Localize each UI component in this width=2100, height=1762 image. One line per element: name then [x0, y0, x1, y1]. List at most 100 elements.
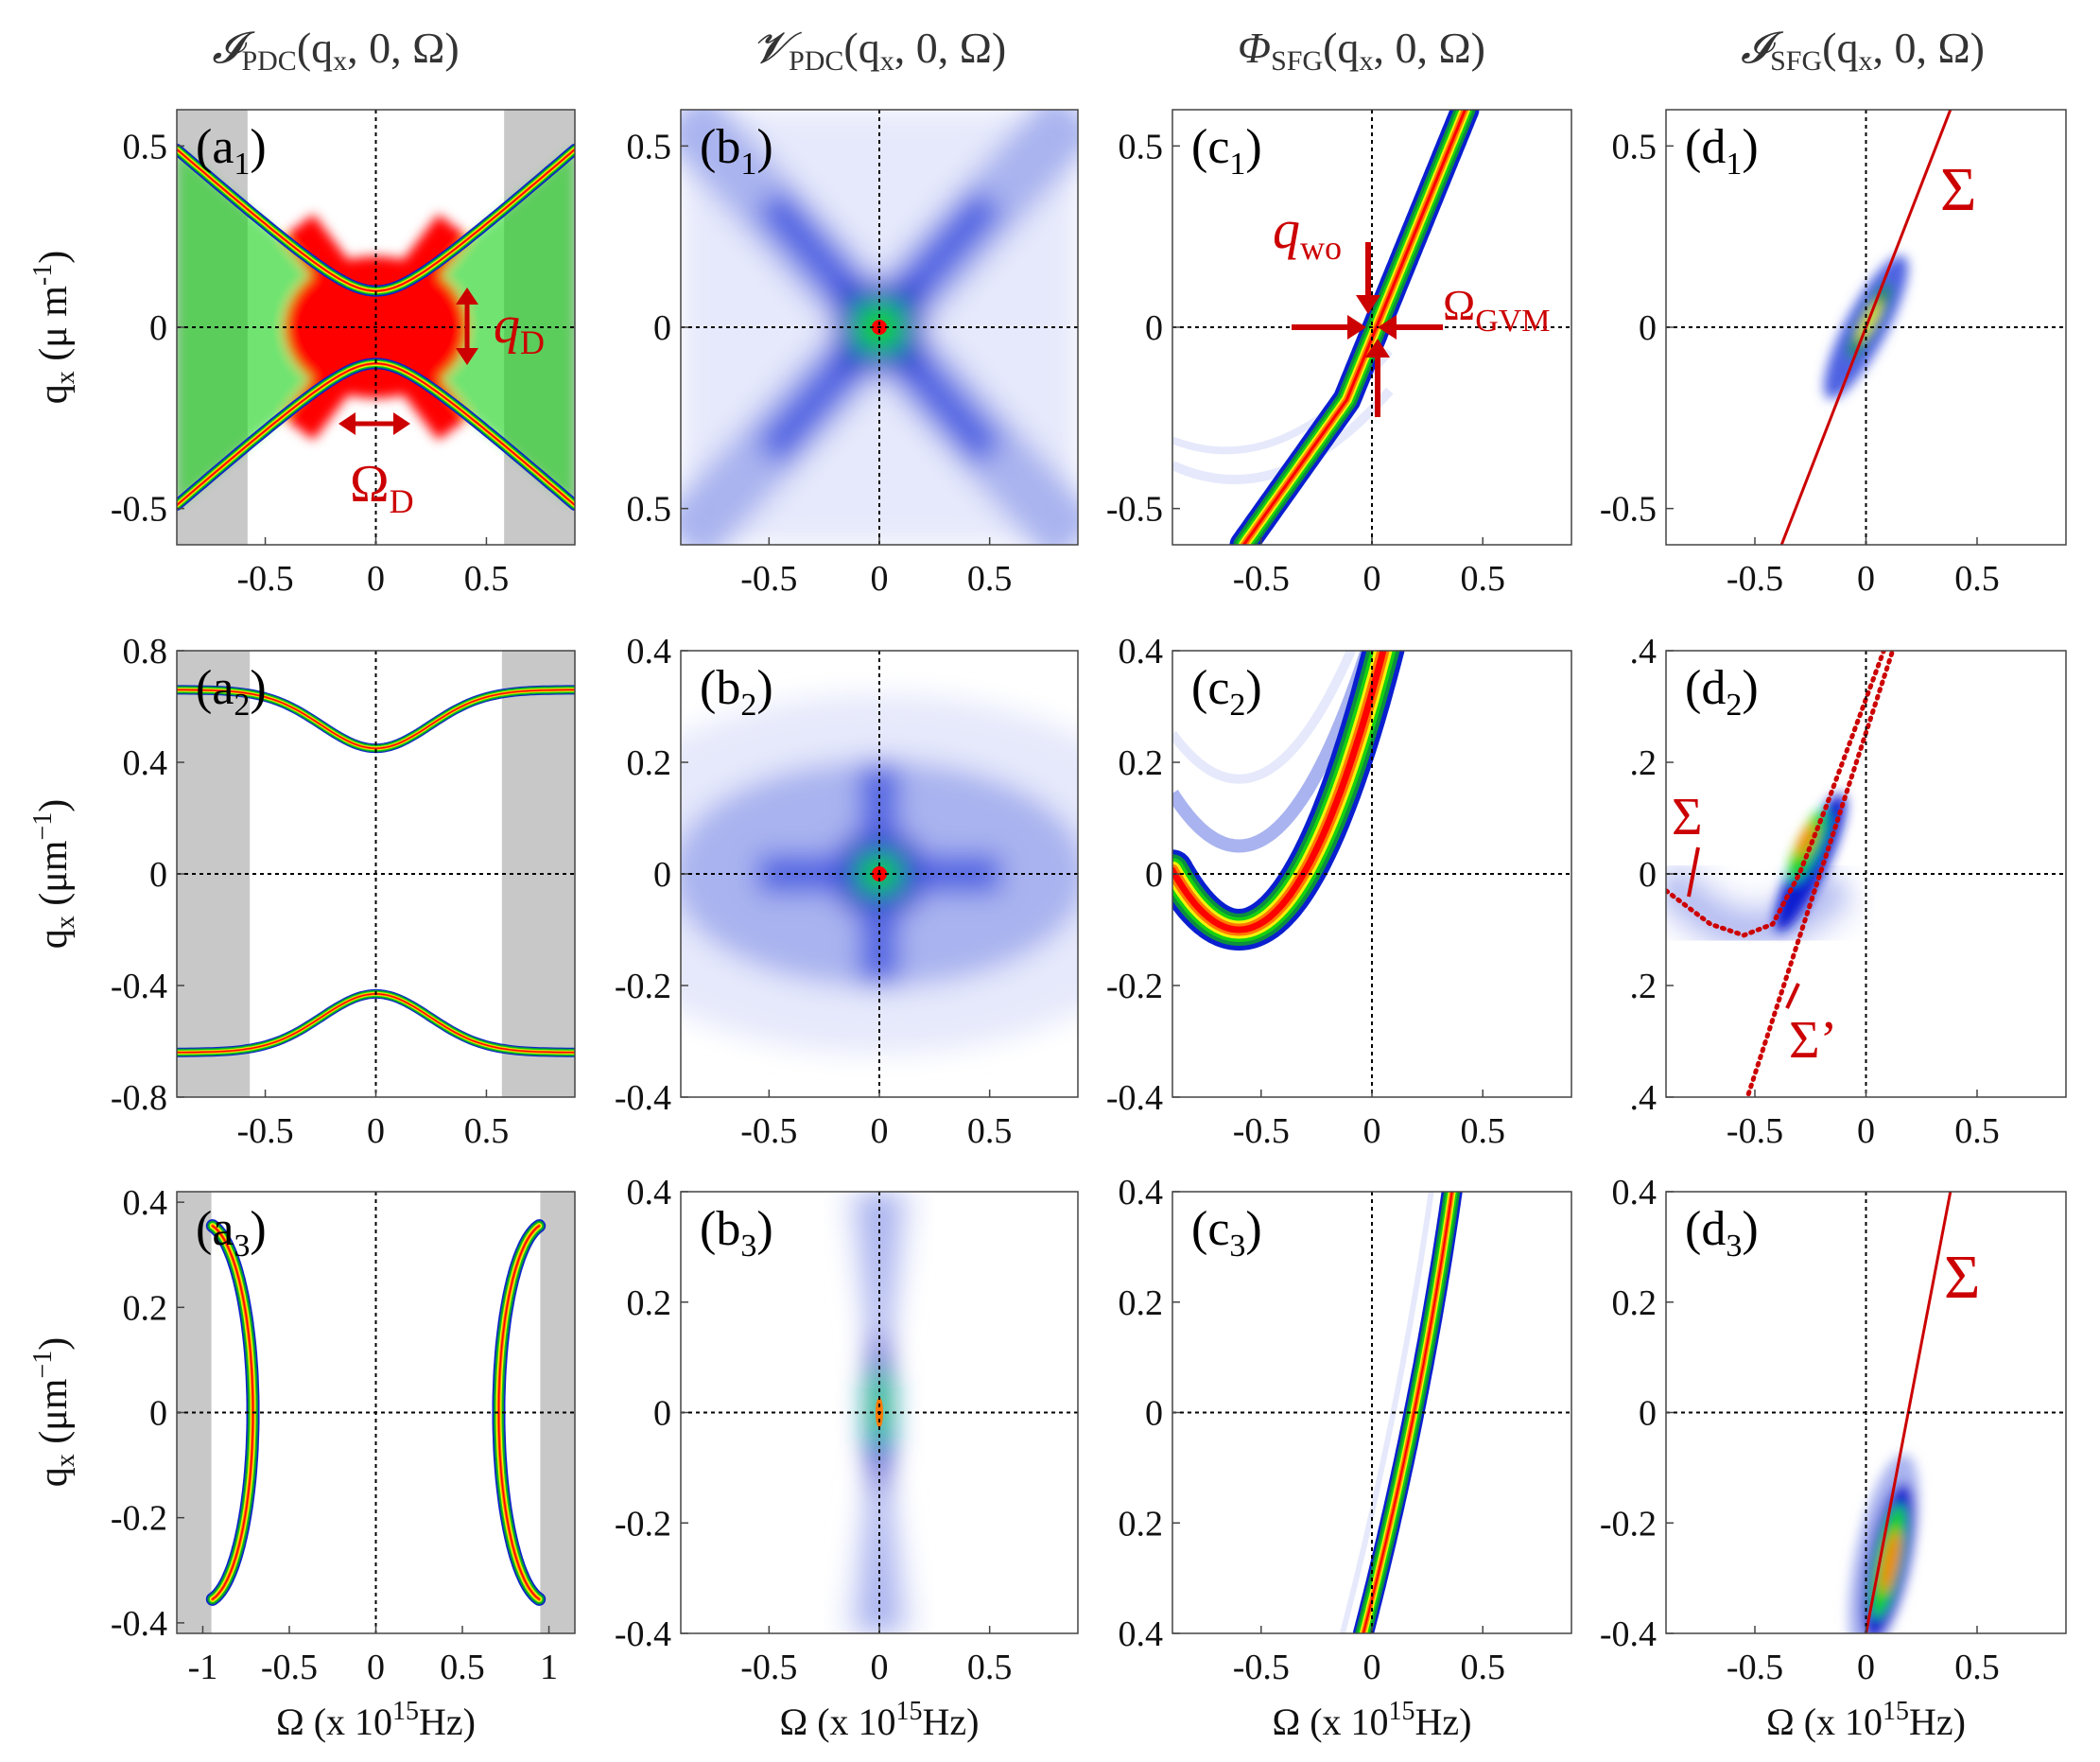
- panel-c3: -0.5 0 0.5 0.4 0.2 0 0.2 0.4 (c3) Ω (x 1015Hz): [1119, 1173, 1572, 1743]
- y-tick-label: 0: [653, 855, 671, 895]
- x-tick-label: 0.5: [1954, 559, 2000, 599]
- y-tick-label: -0.4: [615, 1614, 671, 1654]
- panel-label-d1: (d1): [1685, 120, 1759, 182]
- annotation-c1-0: qwo: [1273, 199, 1342, 267]
- y-tick-label: 0.4: [123, 1183, 168, 1223]
- row-ylabel-3: qx (μm−1): [28, 1337, 80, 1487]
- x-tick-label: 0.5: [440, 1648, 485, 1687]
- x-tick-label: 0.5: [967, 1111, 1013, 1151]
- x-tick-label: 0: [1857, 559, 1875, 599]
- phase-band-layer-5: [1362, 1192, 1453, 1633]
- y-tick-label: 0: [1639, 855, 1657, 895]
- y-tick-label: .4: [1630, 632, 1657, 672]
- panel-label-d2: (d2): [1685, 661, 1759, 723]
- y-tick-label: -0.2: [615, 967, 671, 1006]
- svg-text:𝓥PDC(qx, 0, Ω): 𝓥PDC(qx, 0, Ω): [753, 24, 1007, 77]
- y-tick-label: -0.8: [111, 1078, 167, 1118]
- y-tick-label: 0: [1145, 1394, 1163, 1434]
- annotation-d1-0: Σ: [1940, 155, 1976, 224]
- column-title-3: ΦSFG(qx, 0, Ω): [1238, 24, 1485, 77]
- panel-label-c2: (c2): [1191, 661, 1262, 723]
- x-tick-label: 0.5: [1460, 1648, 1505, 1687]
- x-tick-label: 0: [1857, 1648, 1875, 1687]
- column-title-4: 𝓘SFG(qx, 0, Ω): [1741, 24, 1985, 77]
- x-tick-label: 0.5: [1460, 559, 1505, 599]
- panel-b3: -0.5 0 0.5 0.4 0.2 0 -0.2 -0.4 (b3) Ω (x 1015Hz): [615, 1173, 1079, 1743]
- gvm-arrows: [1292, 242, 1443, 417]
- gvm-arrowheads: [1347, 295, 1397, 358]
- sigma-pointer: [1687, 846, 1700, 898]
- svg-text:qx (μ m-1): qx (μ m-1): [28, 251, 80, 405]
- annotation-a1-1: ΩD: [350, 455, 414, 520]
- y-tick-label: -0.4: [1106, 1078, 1163, 1118]
- qD-arrowheads: [456, 288, 478, 365]
- y-tick-label: -0.2: [615, 1504, 671, 1544]
- panel-a1: -0.5 0 0.5 0.5 0 -0.5 (a1) qD ΩD: [111, 109, 576, 599]
- y-tick-label: 0.2: [1119, 743, 1164, 783]
- x-tick-label: 0: [871, 559, 889, 599]
- x-tick-label: 0: [1363, 559, 1381, 599]
- band-upper-layer-5: [177, 689, 575, 749]
- x-tick-label: 0.5: [1460, 1111, 1505, 1151]
- y-tick-label: 0.2: [1119, 1504, 1164, 1544]
- row-ylabel-2: qx (μm−1): [28, 799, 80, 949]
- side-lobe: [1172, 651, 1357, 784]
- panel-b2: -0.5 0 0.5 0.4 0.2 0 -0.2 -0.4 (b2): [615, 632, 1079, 1151]
- svg-text:𝓘SFG(qx, 0, Ω): 𝓘SFG(qx, 0, Ω): [1741, 24, 1985, 77]
- annotation-c1-1: ΩGVM: [1443, 281, 1551, 339]
- svg-text:ΦSFG(qx, 0, Ω): ΦSFG(qx, 0, Ω): [1238, 24, 1485, 77]
- x-tick-label: 0: [871, 1111, 889, 1151]
- y-tick-label: 0.4: [1119, 1173, 1164, 1212]
- x-tick-label: -0.5: [740, 1648, 797, 1687]
- y-tick-label: 0.5: [1612, 127, 1657, 166]
- plot-area-a2: [177, 651, 575, 1097]
- x-tick-label: 0: [367, 1648, 385, 1687]
- y-tick-label: -0.4: [615, 1078, 671, 1118]
- panel-label-c3: (c3): [1191, 1202, 1262, 1264]
- x-tick-label: 0.5: [464, 559, 510, 599]
- panel-d2: -0.5 0 0.5 .4 .2 0 .2 .4 (d2) Σ Σ’: [1630, 632, 2067, 1151]
- y-tick-label: 0.4: [627, 1173, 672, 1212]
- x-tick-label: 0: [871, 1648, 889, 1687]
- sigma-line-0: [1744, 651, 1896, 1097]
- y-tick-label: 0.4: [1612, 1173, 1657, 1212]
- y-tick-label: .4: [1630, 1078, 1657, 1118]
- y-tick-label: 0.4: [627, 632, 672, 672]
- y-tick-label: 0.2: [1612, 1283, 1657, 1323]
- y-tick-label: 0.5: [123, 127, 168, 166]
- plot-area-d2: [1666, 651, 2066, 1097]
- y-tick-label: 0.2: [627, 743, 672, 783]
- panel-label-b3: (b3): [700, 1202, 773, 1264]
- y-tick-label: 0: [149, 1394, 167, 1434]
- x-tick-label: -0.5: [1233, 559, 1290, 599]
- x-axis-title-a3: Ω (x 1015Hz): [276, 1697, 476, 1743]
- y-tick-label: 0.5: [627, 490, 672, 530]
- x-tick-label: 0.5: [967, 1648, 1013, 1687]
- y-tick-label: 0: [653, 1394, 671, 1434]
- y-tick-label: .2: [1630, 743, 1657, 783]
- panel-a3: -1 -0.5 0 0.5 1 0.4 0.2 0 -0.2 -0.4 (a3) Ω (x 1015H…: [111, 1183, 576, 1743]
- row-ylabel-1: qx (μ m-1): [28, 251, 80, 405]
- x-tick-label: -0.5: [236, 1111, 293, 1151]
- panel-label-a1: (a1): [196, 120, 267, 182]
- band-upper-layer-5: [177, 148, 575, 292]
- plot-area-b2: [681, 651, 1078, 1097]
- y-tick-label: -0.2: [1600, 1504, 1657, 1544]
- x-tick-label: 0.5: [967, 559, 1013, 599]
- svg-text:𝓘PDC(qx, 0, Ω): 𝓘PDC(qx, 0, Ω): [212, 24, 459, 77]
- x-tick-label: 0: [1857, 1111, 1875, 1151]
- panel-label-b1: (b1): [700, 120, 773, 182]
- x-tick-label: 1: [540, 1648, 558, 1687]
- svg-text:qx (μm−1): qx (μm−1): [28, 799, 80, 949]
- x-tick-label: -0.5: [1727, 1111, 1783, 1151]
- x-tick-label: -0.5: [740, 1111, 797, 1151]
- band-right-layer-5: [497, 1225, 540, 1600]
- y-tick-label: -0.5: [111, 490, 167, 530]
- x-tick-label: 0.5: [1954, 1111, 2000, 1151]
- x-tick-label: -1: [188, 1648, 218, 1687]
- y-tick-label: 0.4: [1119, 1614, 1164, 1654]
- panel-c1: -0.5 0 0.5 0.5 0 -0.5 (c1)qwo ΩGVM: [1106, 109, 1572, 599]
- omegaD-arrowheads: [338, 412, 410, 435]
- x-axis-title-c3: Ω (x 1015Hz): [1272, 1697, 1471, 1743]
- panel-b1: -0.5 0 0.5 0.5 0 0.5 (b1): [627, 109, 1079, 599]
